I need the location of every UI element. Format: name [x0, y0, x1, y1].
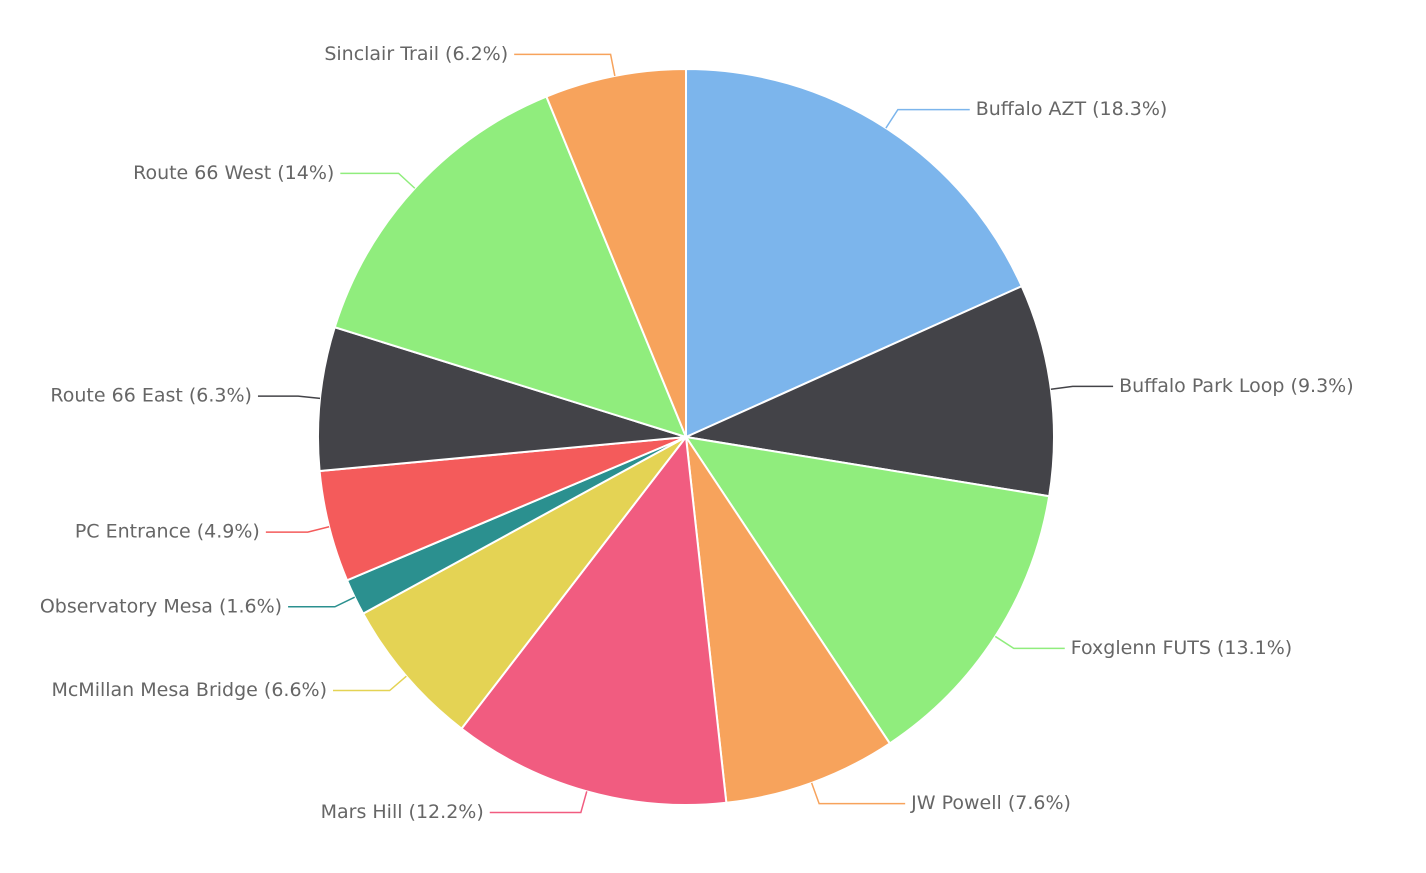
connector-route-66-east [257, 395, 321, 400]
connectors-layer [257, 53, 1114, 814]
slice-mcmillan-mesa-bridge[interactable] [361, 436, 687, 731]
slice-route-66-west[interactable] [333, 95, 688, 439]
label-pc-entrance: PC Entrance (4.9%) [75, 521, 260, 543]
slice-route-66-east[interactable] [317, 325, 687, 473]
slice-buffalo-azt[interactable] [685, 67, 1024, 439]
label-route-66-west: Route 66 West (14%) [133, 162, 334, 184]
connector-mars-hill [489, 791, 588, 814]
connector-observatory-mesa [288, 596, 356, 608]
label-buffalo-park-loop: Buffalo Park Loop (9.3%) [1119, 375, 1354, 397]
connector-buffalo-azt [885, 108, 970, 129]
slice-buffalo-park-loop[interactable] [682, 284, 1055, 498]
connector-jw-powell [810, 782, 906, 805]
connector-foxglenn-futs [994, 635, 1065, 650]
slice-sinclair-trail[interactable] [545, 67, 687, 438]
label-route-66-east: Route 66 East (6.3%) [50, 385, 252, 407]
labels-layer: Buffalo AZT (18.3%) Buffalo Park Loop (9.… [40, 43, 1354, 823]
label-foxglenn-futs: Foxglenn FUTS (13.1%) [1071, 637, 1292, 659]
connector-pc-entrance [265, 526, 330, 533]
connector-buffalo-park-loop [1050, 385, 1114, 390]
label-mars-hill: Mars Hill (12.2%) [321, 801, 484, 823]
label-buffalo-azt: Buffalo AZT (18.3%) [976, 98, 1168, 120]
connector-sinclair-trail [514, 53, 616, 77]
slice-mars-hill[interactable] [460, 434, 728, 806]
slice-jw-powell[interactable] [685, 436, 892, 804]
label-jw-powell: JW Powell (7.6%) [910, 792, 1071, 814]
slice-foxglenn-futs[interactable] [683, 435, 1051, 745]
connector-mcmillan-mesa-bridge [333, 675, 407, 692]
connector-route-66-west [340, 172, 416, 189]
label-sinclair-trail: Sinclair Trail (6.2%) [324, 43, 508, 65]
slices-layer [317, 67, 1055, 806]
label-mcmillan-mesa-bridge: McMillan Mesa Bridge (6.6%) [51, 679, 327, 701]
label-observatory-mesa: Observatory Mesa (1.6%) [40, 595, 282, 617]
